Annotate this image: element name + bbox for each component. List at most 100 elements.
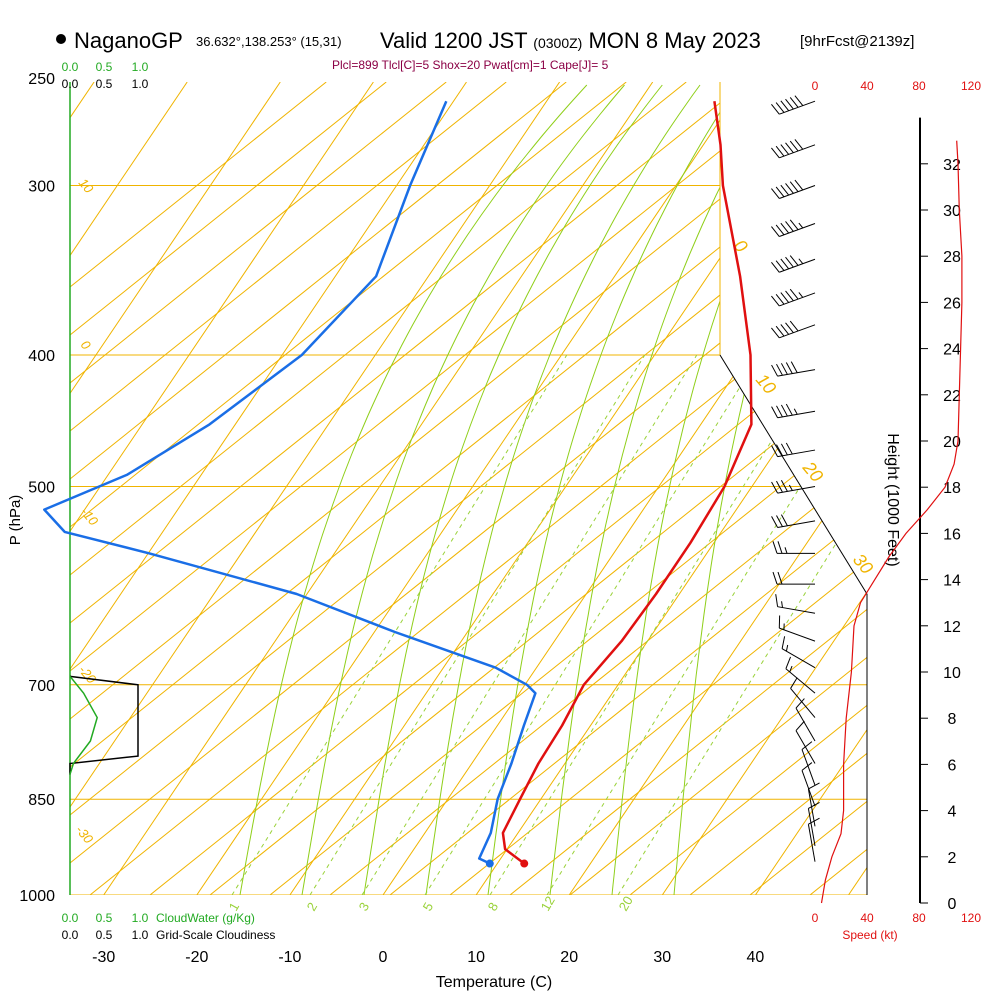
wind-barb-flag xyxy=(771,516,779,528)
isotherm-line xyxy=(70,82,374,895)
wind-barb-flag xyxy=(775,186,785,198)
pressure-tick-label: 500 xyxy=(28,480,55,497)
height-tick-label: 14 xyxy=(943,573,961,590)
station-name: NaganoGP xyxy=(74,28,183,53)
height-tick-label: 12 xyxy=(943,619,961,636)
dry-adiabat-line xyxy=(70,82,867,895)
wind-barb-shaft xyxy=(779,100,816,115)
speed-top-tick: 40 xyxy=(860,79,874,93)
pressure-tick-label: 400 xyxy=(28,348,55,365)
wind-barb-flag xyxy=(771,481,779,494)
valid-utc: (0300Z) xyxy=(533,35,583,51)
wind-barb-flag xyxy=(808,801,820,809)
dry-adiabat-line xyxy=(389,82,867,895)
mixing-ratio-label: 5 xyxy=(420,900,437,914)
wind-barb-flag xyxy=(794,95,804,106)
wind-barb-flag xyxy=(776,363,783,376)
wind-barb-shaft xyxy=(777,486,816,494)
wind-barb-flag xyxy=(789,219,799,230)
isotherm-line xyxy=(70,82,281,895)
wind-barb-shaft xyxy=(785,668,816,694)
moist-adiabat-line xyxy=(425,84,701,895)
dry-adiabat-line xyxy=(809,82,867,895)
wind-barb-flag xyxy=(771,103,780,115)
wind-barb-flag xyxy=(775,594,779,607)
temperature-profile xyxy=(501,101,753,865)
dry-adiabat-line xyxy=(569,82,867,895)
wind-barb xyxy=(778,615,816,642)
speed-top-tick: 80 xyxy=(912,79,926,93)
dry-adiabat-line xyxy=(70,82,627,895)
height-tick-label: 32 xyxy=(943,157,961,174)
wind-barb xyxy=(771,442,816,458)
isotherm-line xyxy=(568,82,867,895)
wind-barb xyxy=(771,95,816,115)
wind-barb-flag xyxy=(785,322,794,333)
wind-barb-flag xyxy=(794,179,804,191)
wind-barb-flag xyxy=(785,442,793,455)
temperature-tick-label: 0 xyxy=(379,949,388,966)
height-tick-label: 16 xyxy=(943,526,961,543)
wind-barb-half xyxy=(784,547,788,554)
wind-barb-flag xyxy=(772,541,778,554)
temperature-tick-label: 30 xyxy=(653,949,671,966)
temperature-tick-label: 20 xyxy=(560,949,578,966)
wind-barb-flag xyxy=(781,636,786,649)
speed-top-tick: 0 xyxy=(812,79,819,93)
wind-barb-flag xyxy=(771,364,779,377)
wind-barb xyxy=(771,480,816,494)
wind-barb-flag xyxy=(808,817,820,825)
height-tick-label: 4 xyxy=(948,804,957,821)
wind-barb-flag xyxy=(771,445,779,457)
wind-barb-flag xyxy=(776,444,783,457)
wind-barb-half xyxy=(781,601,783,608)
temperature-axis-title: Temperature (C) xyxy=(436,974,552,991)
dry-adiabat-line xyxy=(70,82,747,895)
wind-barb xyxy=(807,817,820,862)
wind-barb-flag xyxy=(775,102,785,113)
speed-bottom-tick: 80 xyxy=(912,911,926,925)
height-tick-label: 8 xyxy=(948,711,957,728)
wind-barb-flag xyxy=(789,140,799,152)
speed-bottom-tick: 0 xyxy=(812,911,819,925)
wind-barb-flag xyxy=(780,222,790,234)
wind-barb-flag xyxy=(801,762,813,771)
wind-barb-shaft xyxy=(795,707,816,742)
wind-barb-flag xyxy=(780,443,788,456)
wind-barb-flag xyxy=(789,320,799,332)
valid-main: Valid 1200 JST xyxy=(380,28,528,53)
height-tick-label: 28 xyxy=(943,249,961,266)
temperature-tick-label: -10 xyxy=(278,949,301,966)
wind-barb xyxy=(775,594,816,614)
wind-barb-shaft xyxy=(790,688,816,718)
cloudiness-top-tick: 0.5 xyxy=(96,77,113,91)
wind-barb-shaft xyxy=(779,627,816,642)
wind-barb-flag xyxy=(775,325,785,337)
wind-barb-half xyxy=(788,484,793,491)
wind-barb-flag xyxy=(789,255,799,266)
wind-barb-shaft xyxy=(807,824,816,862)
dry-adiabat-line xyxy=(149,82,867,895)
wind-barb xyxy=(771,219,816,237)
wind-barb-flag xyxy=(808,782,820,790)
moist-adiabat-line xyxy=(673,84,852,895)
cloudwater-axis-title: CloudWater (g/Kg) xyxy=(156,911,255,925)
wind-barb-flag xyxy=(780,480,788,492)
wind-barb-flag xyxy=(795,720,805,731)
cloudwater-top-tick: 1.0 xyxy=(132,60,149,74)
wind-barb-half xyxy=(789,665,793,673)
cloudwater-bottom-tick: 0.5 xyxy=(96,911,113,925)
valid-time: Valid 1200 JST (0300Z) MON 8 May 2023 xyxy=(380,28,761,54)
wind-barb-flag xyxy=(776,480,783,493)
cloudwater-profile xyxy=(69,675,99,775)
station-location: 36.632°,138.253° (15,31) xyxy=(196,34,342,49)
mixing-ratio-label: 2 xyxy=(304,900,321,914)
isotherm-label: -10 xyxy=(78,504,102,529)
wind-barb-flag xyxy=(777,541,783,554)
wind-barb-flag xyxy=(772,571,778,585)
height-tick-label: 2 xyxy=(948,850,957,867)
cloudwater-top-tick: 0.0 xyxy=(62,60,79,74)
wind-barb-flag xyxy=(785,256,794,268)
height-tick-label: 22 xyxy=(943,388,961,405)
wind-barb-flag xyxy=(785,656,792,669)
